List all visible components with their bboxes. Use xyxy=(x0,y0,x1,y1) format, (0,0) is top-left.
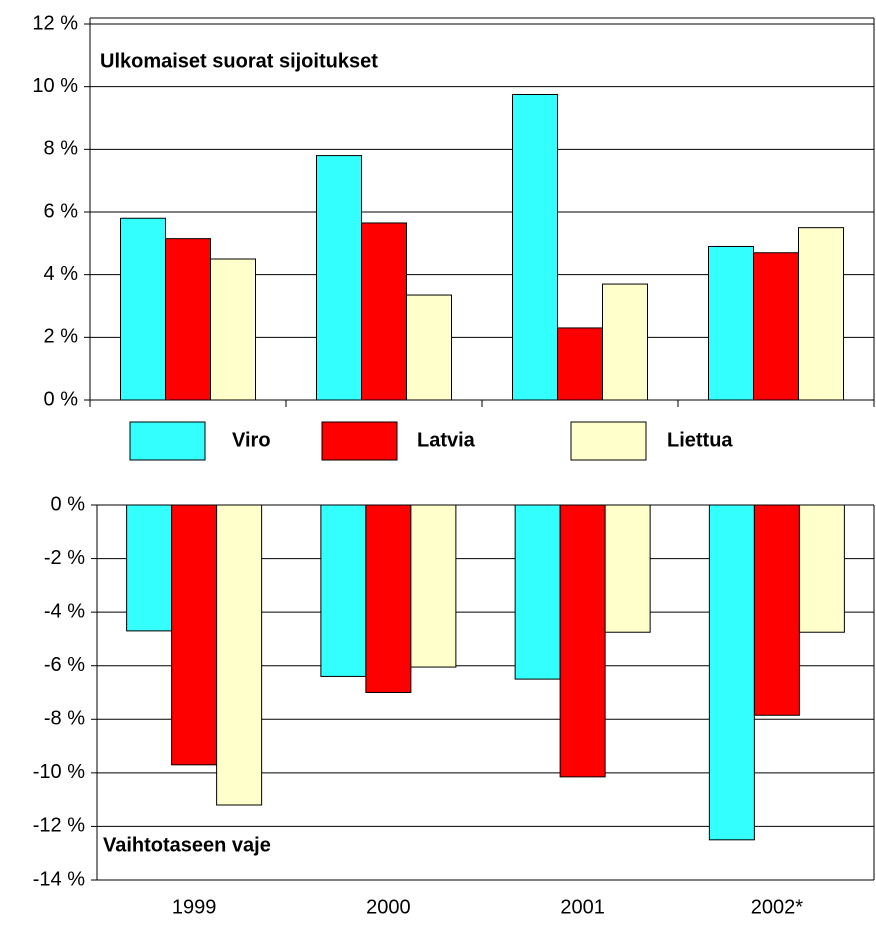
y-tick-label: 0 % xyxy=(51,493,86,515)
y-tick-label: 2 % xyxy=(44,326,79,348)
x-tick-label: 2000 xyxy=(366,896,411,918)
bar xyxy=(316,155,362,401)
legend-swatch xyxy=(129,421,206,461)
bar xyxy=(120,217,166,401)
y-tick-label: 4 % xyxy=(44,263,79,285)
legend-swatch xyxy=(570,421,647,461)
y-tick-label: -12 % xyxy=(33,815,85,837)
annotation: Ulkomaiset suorat sijoitukset xyxy=(100,50,378,72)
bar xyxy=(216,504,263,806)
y-tick-label: -6 % xyxy=(44,654,85,676)
y-tick-label: -14 % xyxy=(33,868,85,890)
y-tick-label: 0 % xyxy=(44,388,79,410)
bar xyxy=(171,504,218,766)
bar xyxy=(602,283,648,401)
y-tick-label: -4 % xyxy=(44,600,85,622)
y-tick-label: -2 % xyxy=(44,547,85,569)
annotation: Vaihtotaseen vaje xyxy=(103,834,271,856)
bar xyxy=(753,504,800,716)
x-tick-label: 1999 xyxy=(172,896,217,918)
y-tick-label: -8 % xyxy=(44,708,85,730)
bar xyxy=(557,327,603,401)
bar xyxy=(512,94,558,401)
bar xyxy=(708,245,754,401)
bar xyxy=(410,504,457,668)
bar xyxy=(559,504,606,778)
bar xyxy=(406,294,452,401)
bar xyxy=(798,504,845,633)
y-tick-label: 10 % xyxy=(32,75,78,97)
legend-label: Latvia xyxy=(417,429,476,451)
bar xyxy=(753,252,799,401)
y-tick-label: -10 % xyxy=(33,761,85,783)
y-tick-label: 8 % xyxy=(44,138,79,160)
x-tick-label: 2002* xyxy=(751,896,803,918)
bar xyxy=(604,504,651,633)
bar xyxy=(210,258,256,401)
bar xyxy=(798,227,844,401)
bar xyxy=(165,238,211,401)
legend-swatch xyxy=(321,421,398,461)
legend-label: Liettua xyxy=(667,429,733,451)
bar xyxy=(365,504,412,693)
bar xyxy=(126,504,173,632)
y-tick-label: 12 % xyxy=(32,12,78,34)
legend-label: Viro xyxy=(232,429,271,451)
bar xyxy=(514,504,561,680)
x-tick-label: 2001 xyxy=(560,896,605,918)
y-tick-label: 6 % xyxy=(44,200,79,222)
bar xyxy=(361,222,407,401)
bar xyxy=(320,504,367,677)
bar xyxy=(708,504,755,841)
